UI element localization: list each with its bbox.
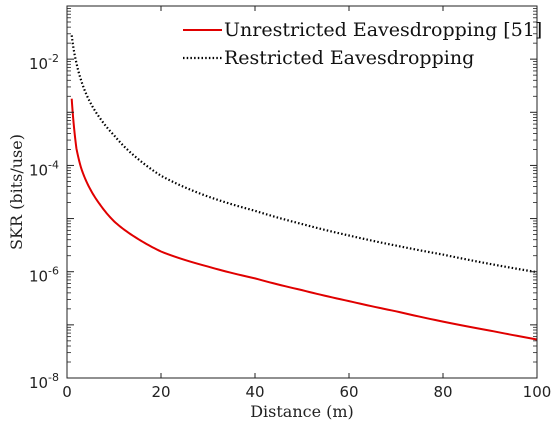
- x-axis: 0 20 40 60 80 100: [62, 6, 551, 401]
- y-tick-label: 10-2: [29, 52, 59, 73]
- y-tick-label: 10-8: [29, 371, 59, 392]
- x-tick-label: 60: [339, 383, 358, 401]
- plot-frame: [66, 5, 538, 379]
- series-line-unrestricted: [70, 98, 538, 341]
- legend-label: Unrestricted Eavesdropping [51]: [224, 19, 542, 41]
- x-tick-label: 80: [433, 383, 452, 401]
- x-tick-label: 100: [523, 383, 552, 401]
- x-axis-title: Distance (m): [250, 402, 354, 421]
- series-line-restricted: [70, 35, 538, 274]
- y-axis-title: SKR (bits/use): [7, 134, 26, 250]
- plot-area: [67, 6, 537, 378]
- y-tick-label: 10-6: [29, 265, 59, 286]
- y-axis: 10-8 10-6 10-4 10-2: [29, 5, 537, 392]
- x-tick-label: 40: [245, 383, 264, 401]
- legend-label: Restricted Eavesdropping: [224, 47, 474, 69]
- y-tick-label: 10-4: [29, 158, 59, 179]
- x-tick-label: 0: [62, 383, 72, 401]
- x-tick-label: 20: [151, 383, 170, 401]
- legend: Unrestricted Eavesdropping [51] Restricte…: [183, 19, 542, 69]
- series-layer: [70, 35, 538, 341]
